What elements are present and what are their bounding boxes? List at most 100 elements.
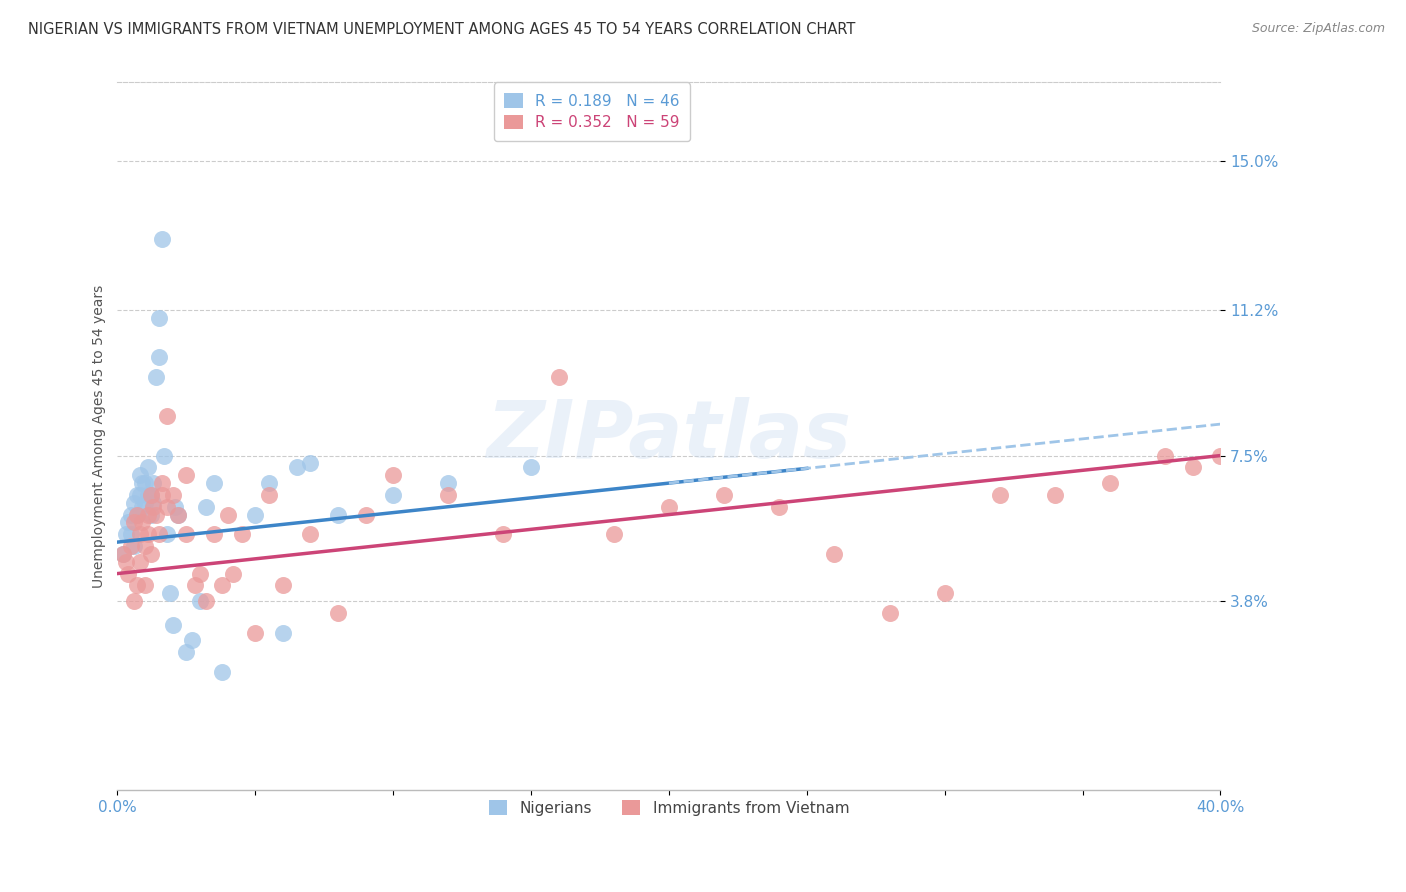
Point xyxy=(165,500,187,514)
Point xyxy=(520,460,543,475)
Point xyxy=(117,516,139,530)
Point xyxy=(131,500,153,514)
Point xyxy=(150,488,173,502)
Point xyxy=(111,547,134,561)
Point xyxy=(245,508,267,522)
Point xyxy=(142,476,165,491)
Point xyxy=(134,578,156,592)
Point xyxy=(148,350,170,364)
Point xyxy=(139,508,162,522)
Point xyxy=(167,508,190,522)
Point xyxy=(125,508,148,522)
Text: ZIPatlas: ZIPatlas xyxy=(486,397,852,475)
Point xyxy=(148,527,170,541)
Point xyxy=(148,310,170,325)
Point xyxy=(136,460,159,475)
Point xyxy=(768,500,790,514)
Point xyxy=(136,488,159,502)
Point xyxy=(136,508,159,522)
Point xyxy=(222,566,245,581)
Point xyxy=(285,460,308,475)
Point xyxy=(245,625,267,640)
Point xyxy=(139,547,162,561)
Point xyxy=(188,594,211,608)
Point xyxy=(128,488,150,502)
Point xyxy=(217,508,239,522)
Point xyxy=(117,566,139,581)
Point xyxy=(162,488,184,502)
Point xyxy=(128,527,150,541)
Point xyxy=(437,476,460,491)
Point xyxy=(382,468,405,483)
Point xyxy=(194,500,217,514)
Point xyxy=(111,547,134,561)
Point xyxy=(437,488,460,502)
Point xyxy=(823,547,845,561)
Point xyxy=(134,476,156,491)
Point xyxy=(231,527,253,541)
Point xyxy=(176,645,198,659)
Point xyxy=(153,449,176,463)
Point xyxy=(120,539,142,553)
Point xyxy=(156,500,179,514)
Point xyxy=(547,370,569,384)
Point xyxy=(658,500,681,514)
Point xyxy=(211,578,233,592)
Point xyxy=(180,633,202,648)
Point xyxy=(299,457,322,471)
Point xyxy=(125,488,148,502)
Point xyxy=(988,488,1011,502)
Point xyxy=(150,232,173,246)
Point xyxy=(271,578,294,592)
Point xyxy=(188,566,211,581)
Point xyxy=(162,617,184,632)
Point xyxy=(382,488,405,502)
Point xyxy=(142,500,165,514)
Point xyxy=(176,527,198,541)
Point xyxy=(492,527,515,541)
Point xyxy=(131,516,153,530)
Legend: Nigerians, Immigrants from Vietnam: Nigerians, Immigrants from Vietnam xyxy=(479,791,859,825)
Point xyxy=(1099,476,1122,491)
Point xyxy=(122,496,145,510)
Point xyxy=(145,508,167,522)
Point xyxy=(122,516,145,530)
Point xyxy=(257,488,280,502)
Point xyxy=(136,527,159,541)
Point xyxy=(139,488,162,502)
Point xyxy=(120,527,142,541)
Point xyxy=(299,527,322,541)
Point xyxy=(202,527,225,541)
Point xyxy=(202,476,225,491)
Point xyxy=(603,527,626,541)
Point xyxy=(879,606,901,620)
Point xyxy=(128,555,150,569)
Point xyxy=(354,508,377,522)
Point xyxy=(1181,460,1204,475)
Point xyxy=(122,594,145,608)
Point xyxy=(167,508,190,522)
Point xyxy=(1043,488,1066,502)
Point xyxy=(134,539,156,553)
Point xyxy=(145,370,167,384)
Point xyxy=(1209,449,1232,463)
Y-axis label: Unemployment Among Ages 45 to 54 years: Unemployment Among Ages 45 to 54 years xyxy=(93,285,107,588)
Point xyxy=(271,625,294,640)
Text: Source: ZipAtlas.com: Source: ZipAtlas.com xyxy=(1251,22,1385,36)
Point xyxy=(156,409,179,424)
Point xyxy=(114,555,136,569)
Point xyxy=(125,508,148,522)
Text: NIGERIAN VS IMMIGRANTS FROM VIETNAM UNEMPLOYMENT AMONG AGES 45 TO 54 YEARS CORRE: NIGERIAN VS IMMIGRANTS FROM VIETNAM UNEM… xyxy=(28,22,855,37)
Point xyxy=(1154,449,1177,463)
Point xyxy=(125,578,148,592)
Point xyxy=(128,468,150,483)
Point xyxy=(257,476,280,491)
Point xyxy=(326,508,349,522)
Point xyxy=(139,488,162,502)
Point xyxy=(713,488,735,502)
Point xyxy=(142,496,165,510)
Point xyxy=(211,665,233,679)
Point xyxy=(122,539,145,553)
Point xyxy=(120,508,142,522)
Point xyxy=(131,476,153,491)
